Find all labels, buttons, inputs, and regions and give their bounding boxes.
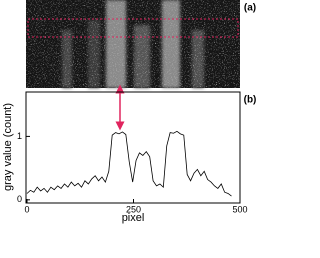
figure: (a) (b) pixel gray value (count) 0 250 500… [2,0,257,224]
y-tick-label: 1 [17,131,22,141]
panel-label: (b) [244,95,257,106]
x-tick-label: 500 [232,204,247,214]
y-tick-label: 0 [17,194,22,204]
gel-image [26,0,240,88]
y-axis-label: gray value (count) [2,103,14,191]
x-axis-label: pixel [122,212,145,224]
x-tick-label: 0 [24,204,29,214]
panel-label: (a) [244,3,256,14]
profile-line [26,130,232,197]
x-tick-label: 250 [126,204,141,214]
